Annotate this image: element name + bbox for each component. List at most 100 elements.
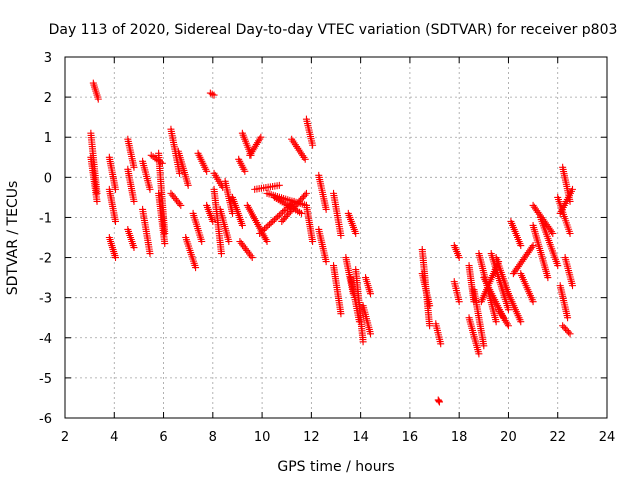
data-point: [274, 213, 282, 221]
data-point: [256, 229, 264, 237]
data-point: [455, 254, 463, 262]
data-point: [297, 196, 305, 204]
data-point: [241, 167, 249, 175]
x-tick-label: 18: [451, 430, 468, 445]
data-point: [534, 208, 542, 216]
data-point: [511, 268, 519, 276]
y-tick-label: -2: [39, 252, 52, 267]
data-point: [247, 252, 255, 260]
data-point: [562, 325, 570, 333]
data-point: [520, 254, 528, 262]
data-point: [281, 214, 289, 222]
data-point: [210, 91, 218, 99]
y-tick-label: 1: [44, 131, 52, 146]
x-tick-label: 2: [61, 430, 69, 445]
data-point: [192, 264, 200, 272]
data-point: [509, 270, 517, 278]
y-tick-label: -4: [39, 332, 52, 347]
data-point: [264, 222, 272, 230]
data-point: [499, 313, 507, 321]
data-point: [240, 243, 248, 251]
data-point: [112, 254, 120, 262]
x-tick-label: 14: [352, 430, 369, 445]
data-point: [285, 209, 293, 217]
data-point: [267, 219, 275, 227]
data-point: [435, 397, 443, 405]
y-tick-label: 3: [44, 51, 52, 66]
data-point: [177, 201, 185, 209]
data-point: [352, 229, 360, 237]
x-tick-label: 6: [159, 430, 167, 445]
data-point: [569, 282, 577, 290]
data-point: [146, 250, 154, 258]
data-point: [243, 246, 251, 254]
x-tick-label: 8: [209, 430, 217, 445]
data-point: [366, 290, 374, 298]
data-point: [277, 210, 285, 218]
data-point: [248, 254, 256, 262]
data-point: [426, 302, 434, 310]
data-point: [518, 257, 526, 265]
data-point: [500, 315, 508, 323]
data-point: [198, 238, 206, 246]
data-point: [565, 328, 573, 336]
data-point: [236, 238, 244, 246]
data-point: [517, 242, 525, 250]
data-point: [203, 167, 211, 175]
data-point: [259, 226, 267, 234]
data-point: [532, 205, 540, 213]
data-point: [282, 213, 290, 221]
data-point: [286, 208, 294, 216]
data-point: [554, 262, 562, 270]
data-point: [301, 155, 309, 163]
data-point: [239, 241, 247, 249]
chart-title: Day 113 of 2020, Sidereal Day-to-day VTE…: [49, 22, 618, 38]
grid: [65, 57, 607, 418]
data-point: [502, 318, 510, 326]
data-point: [301, 191, 309, 199]
data-point: [504, 306, 512, 314]
y-tick-label: 0: [44, 171, 52, 186]
data-point: [298, 209, 306, 217]
data-point: [524, 249, 532, 257]
y-axis-label: SDTVAR / TECUs: [5, 181, 21, 296]
data-point: [548, 228, 556, 236]
data-point: [563, 327, 571, 335]
data-point: [238, 221, 246, 229]
data-point: [529, 242, 537, 250]
data-point: [544, 274, 552, 282]
data-point: [270, 216, 278, 224]
data-point: [241, 245, 249, 253]
data-point: [560, 323, 568, 331]
data-point: [237, 239, 245, 247]
data-point: [112, 217, 120, 225]
data-point: [530, 203, 538, 211]
data-point: [501, 316, 509, 324]
data-point: [528, 243, 536, 251]
data-point: [503, 320, 511, 328]
data-point: [496, 307, 504, 315]
data-point: [504, 322, 512, 330]
data-point: [322, 258, 330, 266]
data-point: [275, 181, 283, 189]
data-point: [130, 163, 138, 171]
y-tick-label: -3: [39, 292, 52, 307]
data-point: [284, 211, 292, 219]
data-point: [130, 197, 138, 205]
data-point: [564, 314, 572, 322]
data-point: [294, 199, 302, 207]
y-tick-label: 2: [44, 91, 52, 106]
data-point: [529, 201, 537, 209]
data-point: [176, 169, 184, 177]
data-point: [517, 318, 525, 326]
data-point: [94, 95, 102, 103]
x-tick-label: 24: [599, 430, 616, 445]
data-point: [498, 311, 506, 319]
data-point: [426, 322, 434, 330]
data-point: [495, 306, 503, 314]
data-point: [257, 228, 265, 236]
data-point: [208, 90, 216, 98]
y-tick-label: -6: [39, 412, 52, 427]
y-tick-label: -1: [39, 211, 52, 226]
